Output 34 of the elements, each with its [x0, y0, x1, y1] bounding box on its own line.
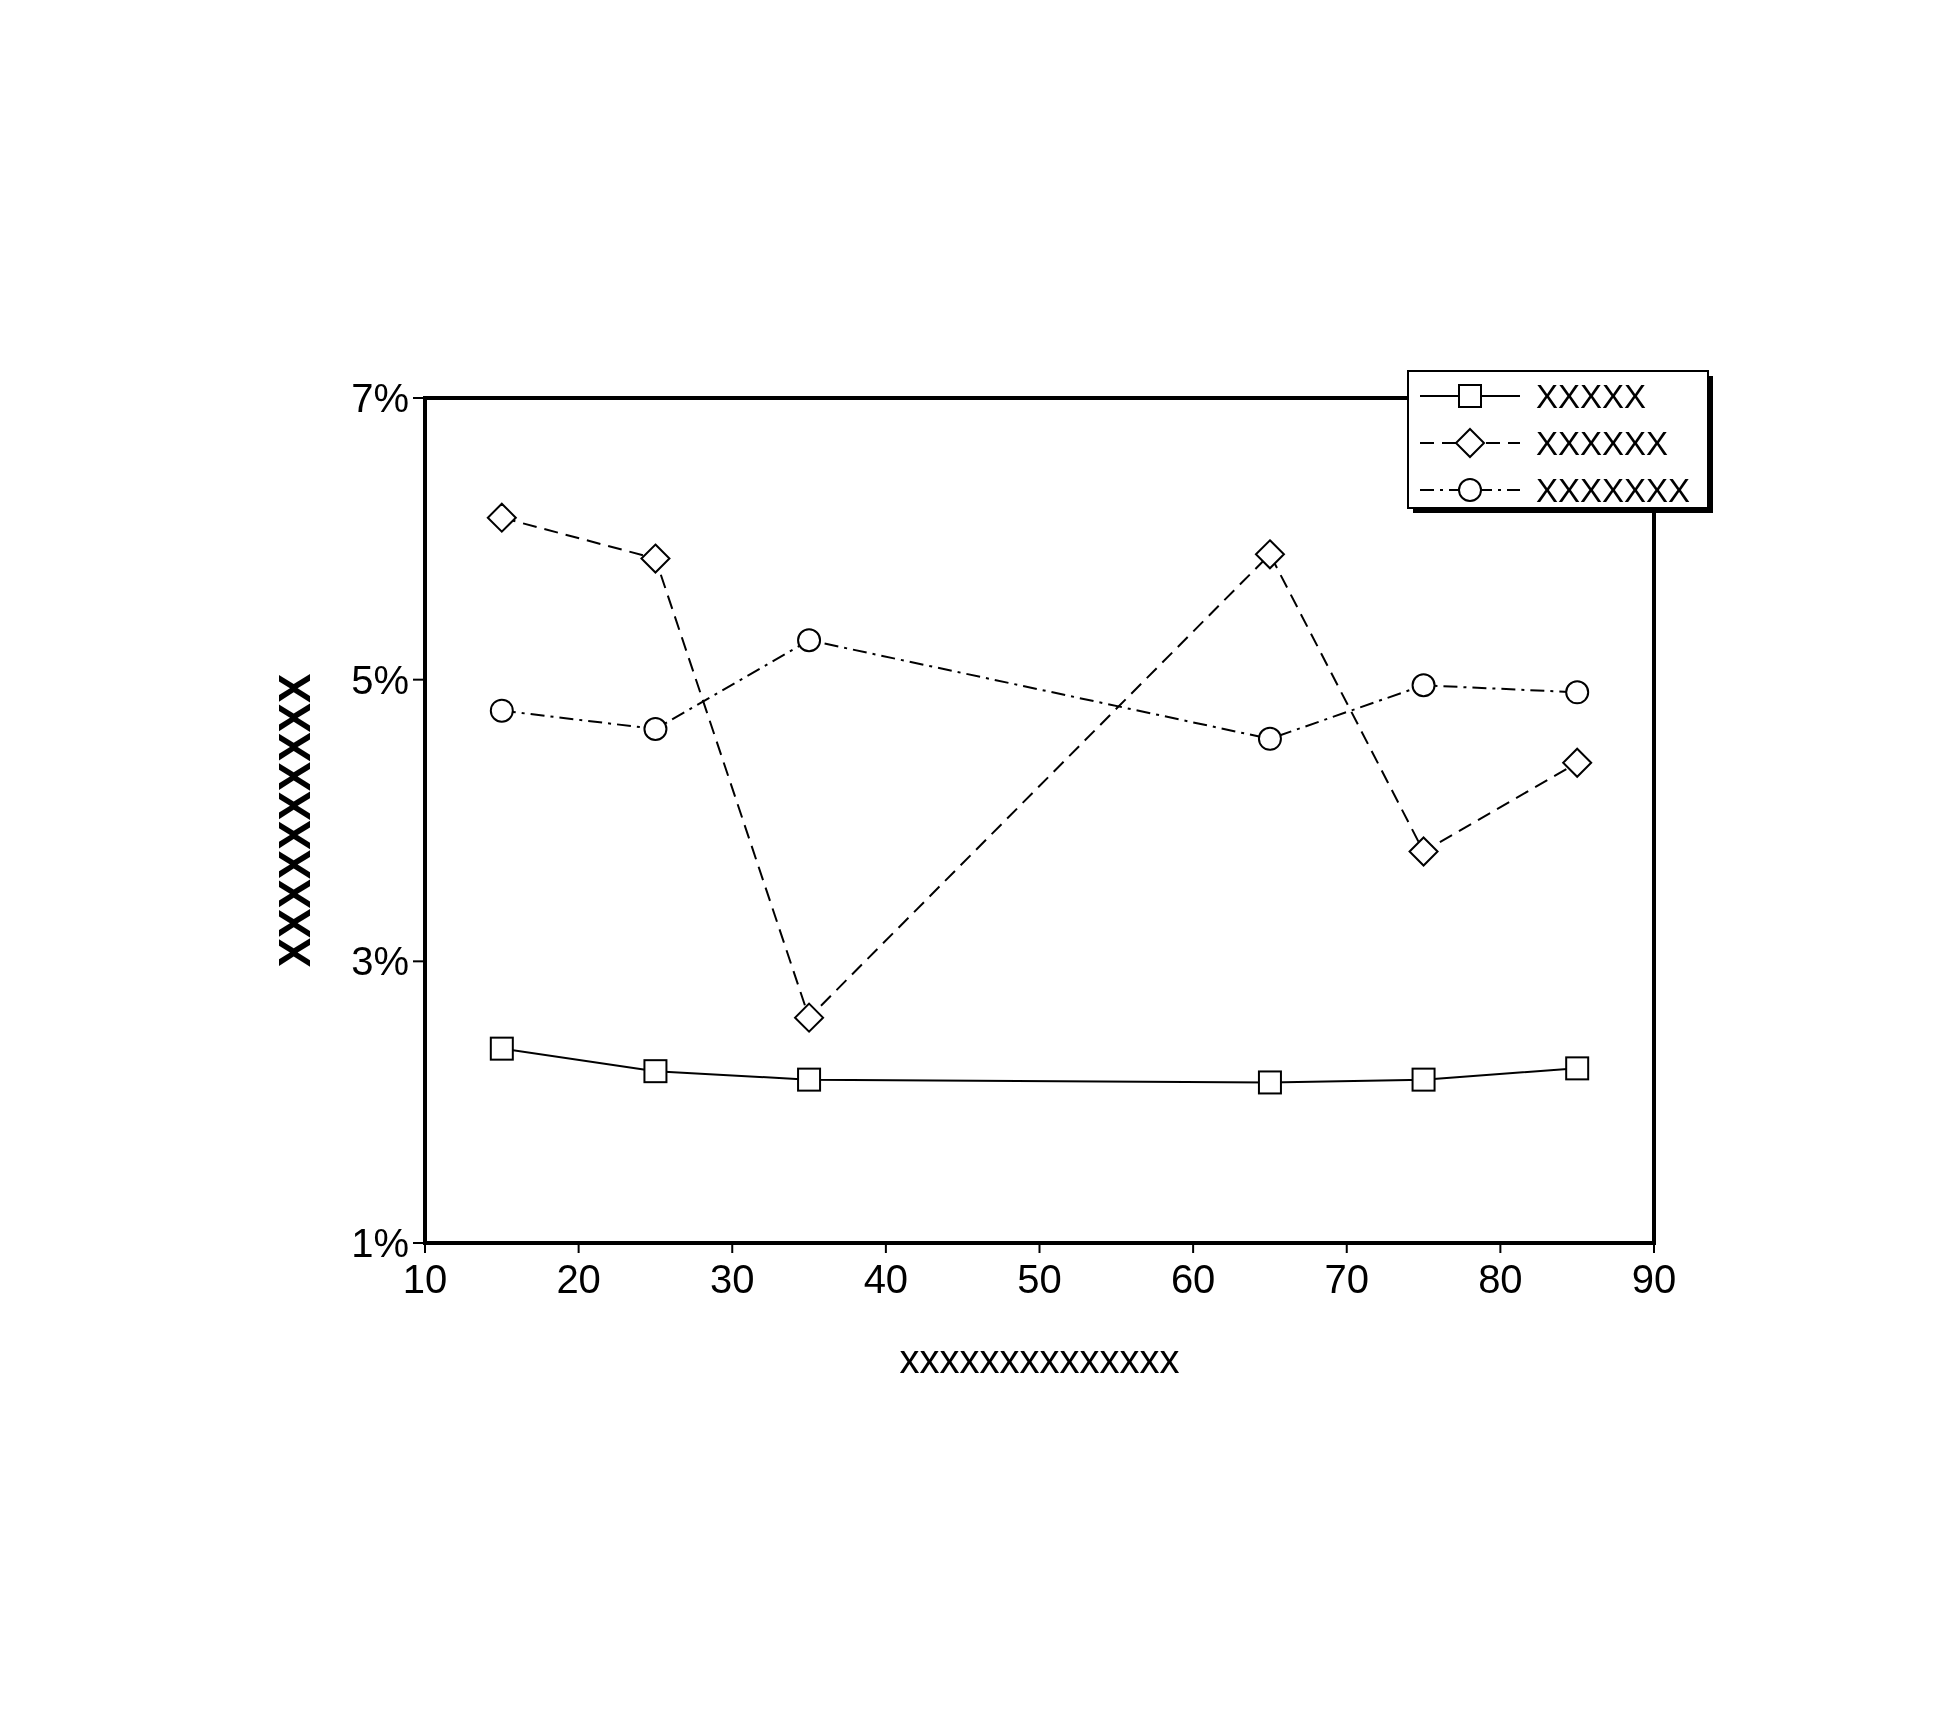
legend-label: XXXXXXX	[1536, 472, 1691, 509]
x-axis-title: xxxxxxxxxxxxxx	[899, 1337, 1180, 1381]
point	[643, 716, 668, 741]
y-tick-label: 5%	[351, 657, 409, 702]
x-tick-label: 40	[863, 1257, 909, 1301]
point	[1254, 539, 1285, 570]
x-tick-label: 30	[710, 1257, 755, 1301]
point	[1411, 1067, 1436, 1092]
point	[1257, 726, 1282, 751]
legend-label: XXXXX	[1536, 378, 1647, 415]
legend-label: XXXXXX	[1536, 425, 1669, 462]
point	[486, 502, 517, 533]
point	[797, 1067, 822, 1092]
point	[1565, 1056, 1590, 1081]
point	[489, 698, 514, 723]
point	[1562, 747, 1593, 778]
point	[794, 1002, 825, 1033]
x-tick-label: 60	[1170, 1257, 1216, 1301]
x-tick-label: 20	[556, 1257, 601, 1301]
y-tick-label: 3%	[351, 939, 409, 984]
x-tick-label: 50	[1017, 1257, 1062, 1301]
point	[1257, 1070, 1282, 1095]
point	[640, 543, 671, 574]
point	[797, 628, 822, 653]
y-tick-label: 7%	[351, 376, 409, 420]
point	[1565, 680, 1590, 705]
y-axis-title: XXXXXXXXXX	[270, 673, 319, 968]
x-tick-label: 70	[1324, 1257, 1369, 1301]
point	[643, 1059, 668, 1084]
point	[1411, 673, 1436, 698]
point	[1408, 836, 1439, 867]
x-tick-label: 80	[1478, 1257, 1523, 1301]
x-tick-label: 90	[1631, 1257, 1677, 1301]
point	[489, 1036, 514, 1061]
